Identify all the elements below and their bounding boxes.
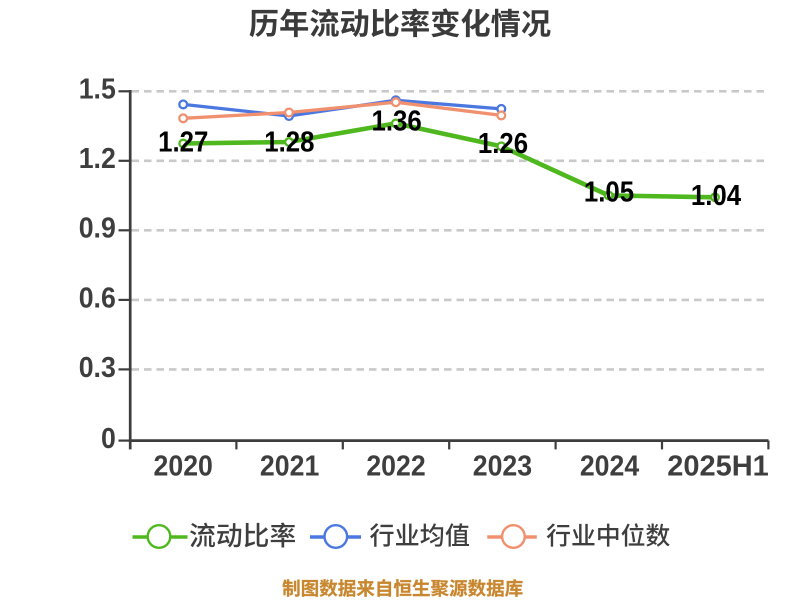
svg-text:0: 0 [101, 422, 116, 454]
svg-text:2023: 2023 [473, 449, 532, 481]
svg-text:1.2: 1.2 [79, 142, 116, 174]
svg-text:1.04: 1.04 [691, 179, 742, 212]
svg-text:2024: 2024 [580, 449, 640, 481]
svg-text:0.3: 0.3 [79, 351, 116, 383]
svg-text:0.6: 0.6 [79, 281, 116, 313]
svg-text:1.05: 1.05 [584, 175, 634, 208]
svg-text:1.27: 1.27 [158, 125, 208, 158]
svg-text:2020: 2020 [154, 449, 213, 481]
svg-text:1.5: 1.5 [79, 73, 116, 105]
svg-text:1.28: 1.28 [264, 125, 314, 158]
svg-text:1.36: 1.36 [371, 104, 421, 137]
svg-text:2021: 2021 [260, 449, 319, 481]
svg-text:2022: 2022 [366, 449, 425, 481]
svg-text:1.26: 1.26 [478, 126, 528, 159]
svg-text:0.9: 0.9 [79, 212, 116, 244]
svg-text:2025H1: 2025H1 [667, 450, 769, 482]
